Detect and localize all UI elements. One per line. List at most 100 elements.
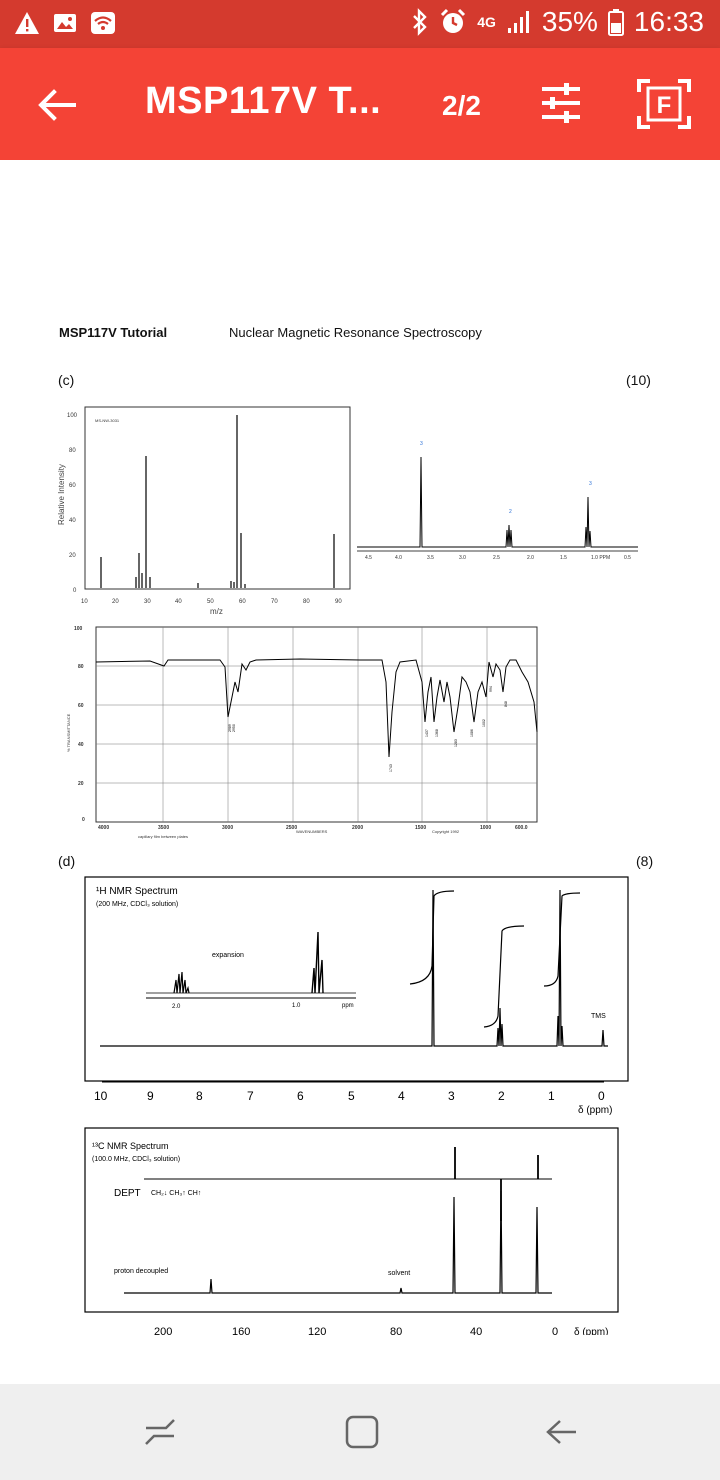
ir-ytick: 20 (78, 781, 84, 787)
back-icon[interactable] (542, 1412, 582, 1452)
h-axis-tick: 1 (548, 1089, 555, 1103)
svg-text:F: F (657, 92, 672, 119)
ir-xtick: 4000 (98, 825, 109, 831)
ir-ytick: 40 (78, 742, 84, 748)
nmr-small-tick: 3.5 (427, 555, 434, 561)
app-bar: MSP117V T... 2/2 F (0, 48, 720, 160)
back-arrow-icon[interactable] (34, 82, 80, 128)
ir-peak-label: 2989 (228, 724, 232, 732)
nmr-small-tick: 4.0 (395, 555, 402, 561)
ir-peak-label: 2950 (232, 724, 236, 732)
h-axis-tick: 9 (147, 1089, 154, 1103)
header-center: Nuclear Magnetic Resonance Spectroscopy (229, 325, 482, 340)
ir-peak-label: 1437 (425, 729, 429, 737)
h-axis-tick: 6 (297, 1089, 304, 1103)
h-nmr-title: ¹H NMR Spectrum (96, 886, 178, 897)
clock: 16:33 (633, 6, 704, 37)
part-d-label: (d) (58, 853, 76, 869)
ir-peak-label: 1086 (470, 729, 474, 737)
ms-xlabel: m/z (210, 607, 223, 616)
ms-xtick: 80 (303, 599, 310, 605)
ir-xtick: 1500 (415, 825, 426, 831)
ir-peak-label: 1368 (435, 729, 439, 737)
bluetooth-icon (413, 8, 427, 36)
wifi-icon (91, 12, 115, 34)
h-axis-tick: 2 (498, 1089, 505, 1103)
ir-ytick: 100 (74, 626, 83, 632)
ms-xtick: 50 (207, 599, 214, 605)
document-title: MSP117V T... (145, 80, 382, 122)
c-axis-tick: 160 (232, 1326, 250, 1335)
document-page[interactable]: MSP117V Tutorial Nuclear Magnetic Resona… (0, 160, 720, 1384)
mass-spectrum: MS-NW-3031 Relative Intensity 100 80 60 … (57, 406, 351, 616)
ir-xtick: 2000 (352, 825, 363, 831)
h-axis-tick: 10 (94, 1089, 108, 1103)
solvent-label: solvent (388, 1270, 410, 1277)
ms-ytick: 80 (69, 448, 76, 454)
ir-xtick: 2500 (286, 825, 297, 831)
dept-label: DEPT (114, 1188, 141, 1199)
ir-xtick: 3500 (158, 825, 169, 831)
ms-xtick: 60 (239, 599, 246, 605)
battery-percent: 35% (541, 6, 598, 37)
ms-ytick: 60 (69, 483, 76, 489)
h-nmr-spectrum: ¹H NMR Spectrum (200 MHz, CDCl₃ solution… (84, 876, 629, 1082)
home-icon[interactable] (342, 1412, 382, 1452)
nmr-small-tick: 2.5 (493, 555, 500, 561)
settings-sliders-icon[interactable] (538, 80, 584, 126)
ir-peak-label: 848 (504, 701, 508, 707)
ms-xtick: 70 (271, 599, 278, 605)
ir-peak-label: 1283 (454, 739, 458, 747)
status-bar: 4G 35% 16:33 (0, 0, 720, 48)
c-axis-tick: 0 (552, 1326, 558, 1335)
c-nmr-spectrum: ¹³C NMR Spectrum (100.0 MHz, CDCl₃ solut… (84, 1127, 619, 1335)
part-c-marks: (10) (626, 372, 651, 388)
nmr-small-tick: 2.0 (527, 555, 534, 561)
page-indicator[interactable]: 2/2 (442, 90, 481, 121)
signal-icon (507, 11, 529, 33)
h-axis-unit: δ (ppm) (578, 1105, 612, 1116)
c-axis-tick: 80 (390, 1326, 402, 1335)
ir-footer-right: Copyright 1992 (432, 829, 460, 834)
expansion-tick: ppm (342, 1003, 354, 1009)
h-axis-tick: 8 (196, 1089, 203, 1103)
ir-ytick: 80 (78, 664, 84, 670)
h-nmr-axis: 10 9 8 7 6 5 4 3 2 1 0 δ (ppm) (94, 1081, 612, 1116)
ms-xtick: 20 (112, 599, 119, 605)
fit-screen-icon[interactable]: F (636, 78, 692, 130)
h-axis-tick: 7 (247, 1089, 254, 1103)
ir-footer-left: capillary film between plates (138, 834, 188, 839)
ms-xtick: 40 (175, 599, 182, 605)
ms-ylabel: Relative Intensity (57, 464, 66, 525)
dept-legend: CH₂↓ CH₃↑ CH↑ (151, 1190, 201, 1197)
c-nmr-title: ¹³C NMR Spectrum (92, 1141, 169, 1151)
ms-xtick: 30 (144, 599, 151, 605)
ir-xtitle: WAVENUMBERS (296, 829, 328, 834)
c-nmr-conditions: (100.0 MHz, CDCl₃ solution) (92, 1156, 180, 1163)
ir-ytick: 60 (78, 703, 84, 709)
ms-inner-label: MS-NW-3031 (95, 418, 120, 423)
ir-peak-label: 994 (489, 686, 493, 692)
h-nmr-conditions: (200 MHz, CDCl₃ solution) (96, 901, 178, 908)
nmr-small-tick: 1.5 (560, 555, 567, 561)
ms-xtick: 90 (335, 599, 342, 605)
ir-peak-label: 1002 (482, 719, 486, 727)
h-nmr-small: 3 2 3 4.5 4.0 3.5 3.0 2.5 2.0 1.5 1.0 PP… (357, 441, 638, 561)
ir-ytick: 0 (82, 817, 85, 823)
ms-xtick: 10 (81, 599, 88, 605)
h-axis-tick: 3 (448, 1089, 455, 1103)
expansion-tick: 2.0 (172, 1004, 181, 1010)
recent-apps-icon[interactable] (140, 1412, 180, 1452)
ms-ytick: 20 (69, 553, 76, 559)
nmr-peak-label: 2 (509, 509, 512, 515)
expansion-label: expansion (212, 952, 244, 959)
proton-decoupled-label: proton decoupled (114, 1268, 168, 1275)
c-axis-tick: 120 (308, 1326, 326, 1335)
nmr-small-tick: 0.5 (624, 555, 631, 561)
ir-ylabel: % TRANSMITTANCE (66, 713, 71, 752)
network-type: 4G (477, 14, 496, 30)
expansion-tick: 1.0 (292, 1003, 301, 1009)
h-axis-tick: 4 (398, 1089, 405, 1103)
tms-label: TMS (591, 1013, 606, 1020)
nmr-small-tick: 1.0 PPM (591, 555, 610, 561)
